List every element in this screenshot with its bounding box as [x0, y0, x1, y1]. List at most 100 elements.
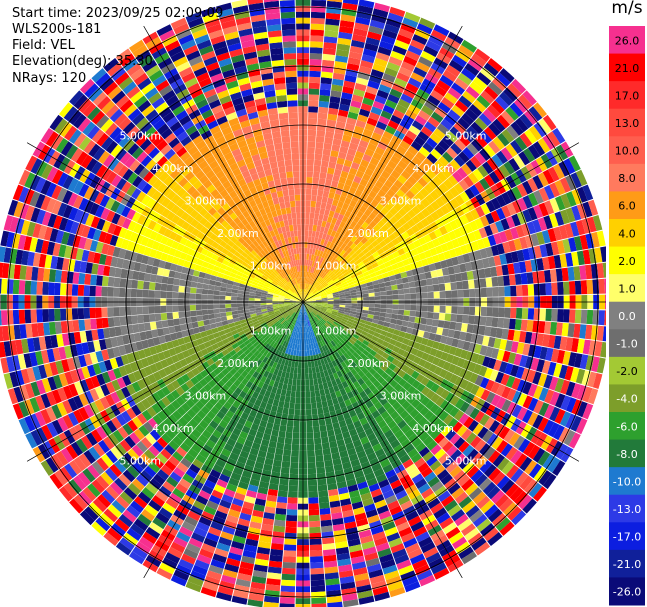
velocity-bin — [506, 202, 517, 216]
velocity-bin — [48, 308, 55, 322]
velocity-bin — [377, 419, 387, 429]
velocity-bin — [532, 371, 542, 385]
velocity-bin — [256, 492, 267, 501]
velocity-bin — [291, 304, 297, 308]
velocity-bin — [418, 146, 430, 158]
velocity-bin — [139, 453, 152, 466]
velocity-bin — [91, 479, 105, 494]
velocity-bin — [309, 298, 316, 301]
velocity-bin — [306, 314, 309, 321]
velocity-bin — [486, 485, 501, 500]
velocity-bin — [284, 295, 291, 299]
velocity-bin — [320, 83, 332, 91]
velocity-bin — [468, 279, 475, 289]
velocity-bin — [105, 381, 116, 394]
velocity-bin — [307, 307, 312, 313]
velocity-bin — [339, 208, 347, 216]
velocity-bin — [443, 414, 454, 426]
velocity-bin — [357, 412, 366, 421]
velocity-bin — [430, 211, 440, 221]
velocity-bin — [268, 483, 279, 491]
velocity-bin — [436, 171, 448, 183]
velocity-bin — [307, 292, 313, 298]
velocity-bin — [341, 406, 349, 415]
velocity-bin — [411, 120, 424, 131]
velocity-bin — [395, 489, 408, 500]
velocity-bin — [462, 444, 475, 457]
velocity-bin — [261, 469, 272, 478]
velocity-bin — [241, 336, 249, 343]
velocity-bin — [232, 427, 242, 437]
velocity-bin — [342, 202, 350, 211]
velocity-bin — [362, 395, 371, 404]
velocity-bin — [310, 17, 325, 25]
velocity-bin — [328, 494, 340, 502]
velocity-bin — [451, 487, 465, 500]
velocity-bin — [257, 316, 264, 321]
velocity-bin — [393, 415, 404, 425]
velocity-bin — [392, 250, 400, 259]
velocity-bin — [393, 329, 401, 336]
velocity-bin — [291, 318, 295, 325]
velocity-bin — [353, 358, 361, 366]
velocity-bin — [437, 359, 446, 369]
velocity-bin — [436, 327, 444, 336]
velocity-bin — [344, 123, 355, 132]
velocity-bin — [326, 356, 332, 363]
velocity-bin — [314, 282, 320, 288]
velocity-bin — [380, 424, 391, 434]
velocity-bin — [565, 191, 577, 207]
velocity-bin — [309, 297, 316, 300]
velocity-bin — [392, 304, 399, 310]
velocity-bin — [157, 351, 166, 361]
velocity-bin — [430, 29, 447, 42]
velocity-bin — [313, 281, 319, 287]
velocity-bin — [135, 253, 144, 263]
velocity-bin — [380, 136, 391, 146]
velocity-bin — [389, 207, 398, 216]
velocity-bin — [416, 383, 426, 393]
velocity-bin — [350, 308, 357, 312]
velocity-bin — [317, 112, 328, 120]
velocity-bin — [393, 202, 403, 212]
velocity-bin — [571, 205, 582, 221]
velocity-bin — [221, 278, 229, 284]
velocity-bin — [539, 308, 546, 321]
velocity-bin — [291, 305, 297, 309]
velocity-bin — [319, 278, 325, 284]
velocity-bin — [386, 241, 395, 249]
velocity-bin — [444, 478, 457, 490]
velocity-bin — [103, 327, 111, 339]
velocity-bin — [385, 220, 394, 229]
velocity-bin — [536, 359, 545, 373]
velocity-bin — [289, 467, 299, 475]
velocity-bin — [559, 253, 568, 268]
velocity-bin — [381, 256, 390, 264]
velocity-bin — [328, 191, 335, 199]
velocity-bin — [550, 241, 560, 256]
velocity-bin — [311, 195, 317, 202]
velocity-bin — [362, 441, 372, 451]
velocity-bin — [338, 31, 353, 40]
velocity-bin — [180, 273, 188, 281]
velocity-bin — [349, 354, 357, 362]
velocity-bin — [327, 304, 334, 306]
velocity-bin — [223, 401, 232, 410]
velocity-bin — [337, 287, 344, 292]
velocity-bin — [36, 281, 43, 295]
velocity-bin — [225, 287, 233, 293]
velocity-bin — [279, 425, 287, 432]
velocity-bin — [259, 361, 266, 369]
velocity-bin — [178, 305, 185, 312]
velocity-bin — [315, 297, 322, 300]
velocity-bin — [164, 552, 181, 564]
velocity-bin — [207, 294, 214, 300]
velocity-bin — [413, 239, 422, 248]
velocity-bin — [155, 320, 163, 329]
velocity-bin — [264, 317, 271, 323]
velocity-bin — [307, 444, 315, 451]
velocity-bin — [351, 501, 364, 510]
velocity-bin — [304, 277, 307, 284]
velocity-bin — [462, 314, 469, 324]
velocity-bin — [354, 230, 362, 239]
